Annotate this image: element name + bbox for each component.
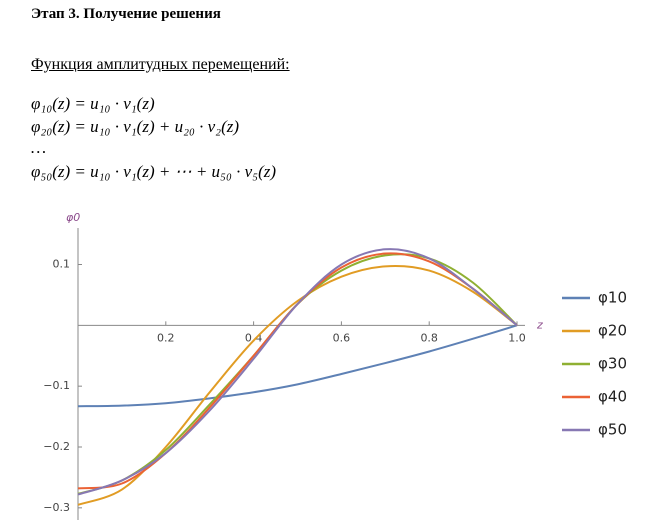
legend-label: φ10 [598, 289, 627, 307]
formula: … [31, 138, 47, 157]
y-tick-label: 0.1 [53, 258, 71, 271]
x-tick-label: 0.4 [245, 331, 263, 344]
series-line [77, 248, 518, 496]
subheading: Функция амплитудных перемещений: [31, 56, 290, 73]
y-tick-label: −0.2 [43, 440, 70, 453]
x-tick-label: 1.0 [508, 331, 526, 344]
legend-label: φ40 [598, 388, 627, 406]
series-line [77, 253, 518, 495]
series-line [77, 324, 518, 408]
y-tick-label: −0.1 [43, 379, 70, 392]
formula: φ₁₀(z) = u₁₀ · v₁(z) [31, 94, 155, 113]
x-tick-label: 0.8 [420, 331, 438, 344]
legend-label: φ30 [598, 355, 627, 373]
y-axis-label: φ0 [66, 211, 80, 224]
x-tick-label: 0.2 [157, 331, 175, 344]
legend-label: φ20 [598, 322, 627, 340]
heading: Этап 3. Получение решения [31, 6, 221, 22]
formula: φ₅₀(z) = u₁₀ · v₁(z) + ⋯ + u₅₀ · v₅(z) [31, 162, 277, 181]
formula: φ₂₀(z) = u₁₀ · v₁(z) + u₂₀ · v₂(z) [31, 117, 240, 136]
legend-label: φ50 [598, 421, 627, 439]
y-tick-label: −0.3 [43, 501, 70, 514]
x-tick-label: 0.6 [333, 331, 351, 344]
x-axis-label: z [536, 318, 543, 331]
series-line [77, 252, 518, 490]
